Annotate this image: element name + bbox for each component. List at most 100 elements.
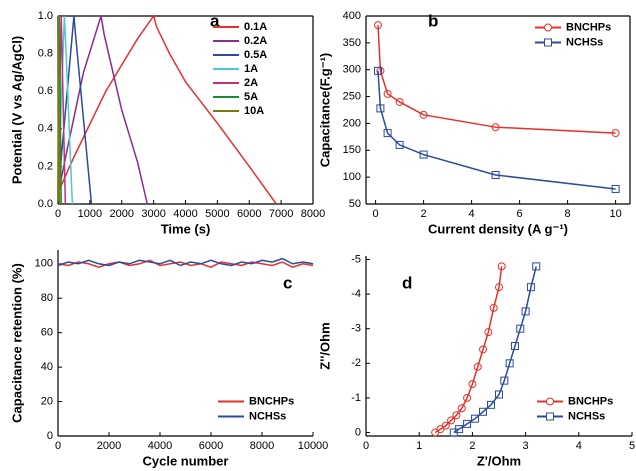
marker bbox=[374, 66, 382, 75]
y-tick-label: 300 bbox=[343, 64, 361, 76]
marker bbox=[510, 342, 519, 350]
legend-label: BNCHPs bbox=[566, 21, 611, 33]
y-tick-label: 50 bbox=[349, 198, 361, 210]
marker bbox=[500, 376, 509, 385]
x-axis-title: Cycle number bbox=[143, 453, 229, 468]
marker bbox=[455, 425, 464, 434]
legend-label: 5A bbox=[244, 91, 258, 103]
x-axis-title: Current density (A g⁻¹) bbox=[428, 221, 568, 236]
y-tick-label: 250 bbox=[343, 90, 361, 102]
legend-label: 0.1A bbox=[244, 21, 267, 33]
legend-label: NCHSs bbox=[566, 36, 603, 48]
x-tick-label: 1 bbox=[416, 440, 422, 452]
series-line bbox=[377, 25, 616, 134]
y-axis-title: Capacitance(F.g⁻¹) bbox=[317, 53, 332, 168]
marker bbox=[441, 421, 450, 430]
legend-label: 10A bbox=[244, 105, 264, 117]
x-tick-label: 0 bbox=[373, 208, 379, 220]
panel-label: b bbox=[428, 11, 438, 30]
series-line bbox=[57, 15, 74, 205]
legend-marker bbox=[544, 23, 552, 32]
y-tick-label: -1 bbox=[351, 392, 361, 404]
y-tick-label: 1.0 bbox=[38, 10, 53, 22]
y-tick-label: 40 bbox=[41, 361, 53, 373]
x-tick-label: 8 bbox=[565, 208, 571, 220]
marker bbox=[419, 150, 428, 159]
series-line bbox=[453, 266, 537, 434]
marker bbox=[383, 129, 392, 138]
marker bbox=[487, 400, 496, 409]
marker bbox=[611, 184, 620, 193]
legend-label: NCHSs bbox=[568, 410, 605, 422]
y-axis-title: Z''/Ohm bbox=[317, 322, 332, 369]
panel-label: d bbox=[402, 273, 412, 292]
panel-label: a bbox=[210, 11, 220, 30]
x-tick-label: 0 bbox=[363, 440, 369, 452]
y-tick-label: 20 bbox=[41, 395, 53, 407]
x-axis-title: Time (s) bbox=[161, 221, 211, 236]
y-tick-label: 150 bbox=[343, 144, 361, 156]
marker bbox=[374, 21, 382, 30]
marker bbox=[479, 345, 488, 354]
y-tick-label: 0.6 bbox=[38, 85, 53, 97]
marker bbox=[484, 328, 493, 337]
x-tick-label: 10000 bbox=[298, 440, 329, 452]
x-axis-title: Z'/Ohm bbox=[477, 453, 521, 468]
marker bbox=[526, 283, 535, 292]
marker bbox=[471, 414, 480, 423]
legend-label: 2A bbox=[244, 77, 258, 89]
x-tick-label: 7000 bbox=[269, 208, 293, 220]
marker bbox=[395, 140, 404, 149]
series-line bbox=[377, 70, 616, 190]
series-line bbox=[57, 15, 61, 205]
marker bbox=[463, 393, 472, 402]
x-tick-label: 6000 bbox=[237, 208, 261, 220]
legend-marker bbox=[544, 38, 552, 47]
marker bbox=[516, 324, 525, 333]
y-tick-label: 0.4 bbox=[38, 123, 53, 135]
y-tick-label: -5 bbox=[351, 253, 361, 265]
series-line bbox=[57, 15, 93, 205]
y-axis-title: Potential (V vs Ag/AgCl) bbox=[9, 36, 24, 184]
marker bbox=[479, 407, 488, 416]
x-tick-label: 8000 bbox=[250, 440, 274, 452]
y-tick-label: -4 bbox=[351, 288, 361, 300]
legend-label: 1A bbox=[244, 63, 258, 75]
marker bbox=[611, 129, 620, 138]
y-axis-title: Capacitance retention (%) bbox=[9, 263, 24, 423]
marker bbox=[395, 97, 404, 106]
marker bbox=[532, 262, 541, 271]
marker bbox=[457, 404, 466, 413]
marker bbox=[491, 170, 500, 179]
x-tick-label: 2000 bbox=[110, 208, 134, 220]
y-tick-label: -2 bbox=[351, 357, 361, 369]
x-tick-label: 5 bbox=[629, 440, 635, 452]
marker bbox=[491, 123, 500, 132]
y-tick-label: 100 bbox=[35, 258, 53, 270]
marker bbox=[452, 411, 461, 420]
legend-marker bbox=[546, 397, 554, 406]
y-tick-label: 400 bbox=[343, 10, 361, 22]
legend-label: NCHSs bbox=[249, 410, 286, 422]
legend-label: 0.2A bbox=[244, 35, 267, 47]
legend-marker bbox=[546, 412, 554, 421]
legend-label: BNCHPs bbox=[568, 395, 613, 407]
marker bbox=[505, 359, 514, 368]
y-tick-label: 0 bbox=[355, 426, 361, 438]
panel-label: c bbox=[283, 273, 292, 292]
marker bbox=[468, 380, 477, 389]
x-tick-label: 2 bbox=[469, 440, 475, 452]
x-tick-label: 4000 bbox=[148, 440, 172, 452]
marker bbox=[419, 110, 428, 119]
x-tick-label: 0 bbox=[55, 440, 61, 452]
marker bbox=[489, 303, 498, 312]
series-line bbox=[434, 266, 503, 434]
y-tick-label: 350 bbox=[343, 37, 361, 49]
x-tick-label: 3 bbox=[523, 440, 529, 452]
y-tick-label: 0.2 bbox=[38, 160, 53, 172]
x-tick-label: 4 bbox=[576, 440, 582, 452]
y-tick-label: 200 bbox=[343, 117, 361, 129]
marker bbox=[521, 307, 530, 316]
marker bbox=[463, 419, 472, 428]
